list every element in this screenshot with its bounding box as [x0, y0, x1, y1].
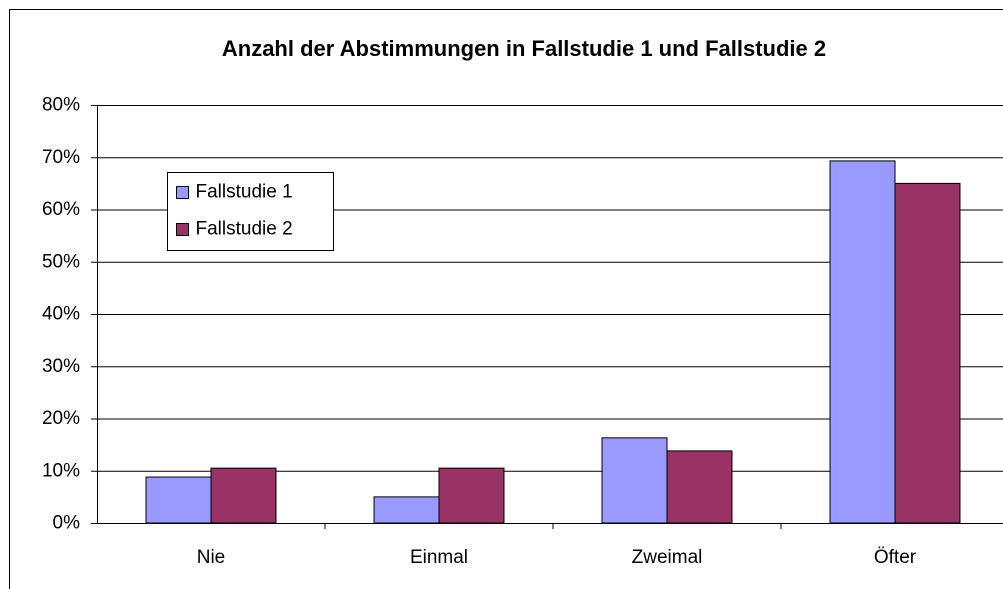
x-tick-label: Nie: [197, 547, 226, 568]
bar: [373, 496, 440, 524]
legend-swatch: [176, 223, 189, 236]
y-tick-label: 30%: [42, 356, 80, 377]
y-tick-label: 10%: [42, 460, 80, 481]
chart-title: Anzahl der Abstimmungen in Fallstudie 1 …: [222, 36, 826, 61]
y-tick-label: 40%: [42, 304, 80, 325]
y-tick-label: 80%: [42, 95, 80, 116]
bar: [666, 450, 733, 524]
y-tick-label: 20%: [42, 408, 80, 429]
y-tick-label: 0%: [53, 513, 81, 534]
legend-label: Fallstudie 2: [196, 219, 293, 240]
legend-box: [167, 172, 334, 251]
x-tick-label: Einmal: [410, 547, 468, 568]
y-tick-label: 70%: [42, 147, 80, 168]
y-tick-label: 50%: [42, 251, 80, 272]
legend-label: Fallstudie 1: [196, 182, 293, 203]
y-tick-label: 60%: [42, 199, 80, 220]
bar: [829, 160, 896, 524]
bar: [601, 437, 668, 524]
x-tick-label: Öfter: [874, 547, 917, 568]
bar: [438, 467, 505, 524]
legend-swatch: [176, 186, 189, 199]
x-tick-label: Zweimal: [632, 547, 703, 568]
bar: [210, 467, 277, 524]
bar: [894, 182, 961, 524]
bar: [145, 476, 212, 524]
